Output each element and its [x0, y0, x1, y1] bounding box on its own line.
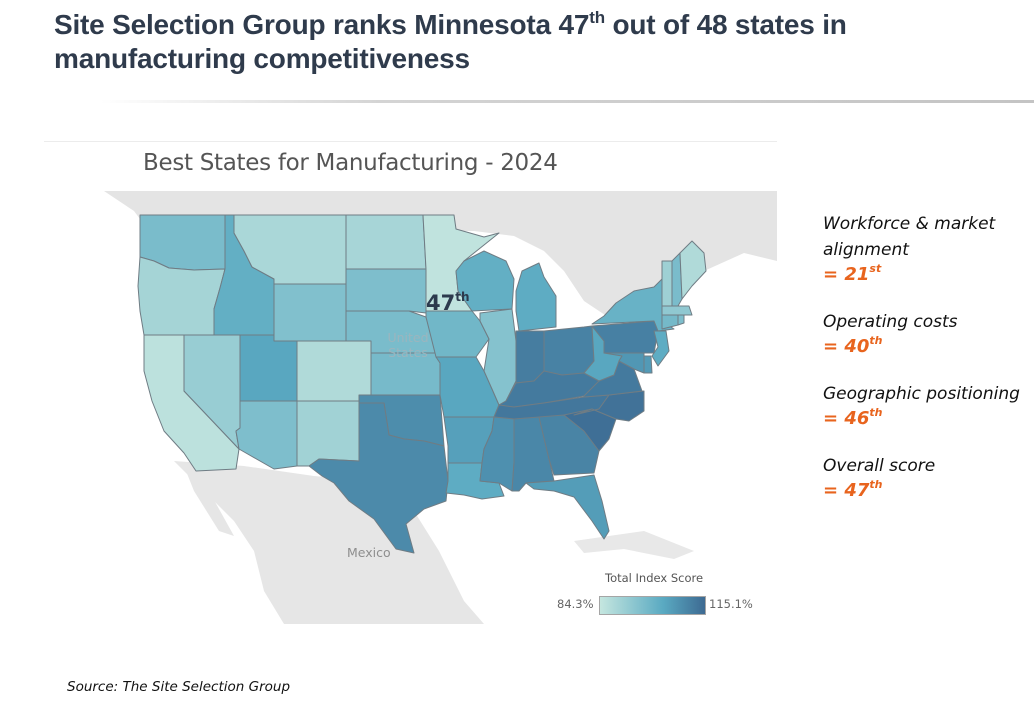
state-ri[interactable] — [677, 314, 685, 326]
minnesota-rank-label: 47th — [426, 290, 470, 315]
metric-label: Overall score — [823, 456, 936, 476]
map-panel: Best States for Manufacturing - 2024 Uni… — [44, 141, 777, 624]
state-nc[interactable] — [573, 390, 645, 422]
state-nd[interactable] — [345, 214, 427, 270]
metric-label: Operating costs — [823, 312, 958, 332]
map-label-mexico: Mexico — [347, 545, 391, 560]
state-md[interactable] — [603, 352, 645, 374]
title-superscript: th — [589, 8, 605, 27]
state-vt[interactable] — [661, 260, 673, 307]
legend-min-label: 84.3% — [557, 597, 594, 611]
state-mi[interactable] — [515, 262, 557, 332]
cuba-land — [574, 531, 694, 559]
legend-title: Total Index Score — [605, 571, 704, 585]
title-text-continued: out of 48 states in manufacturing compet… — [54, 9, 847, 74]
source-note: Source: The Site Selection Group — [67, 679, 291, 695]
metric-overall: Overall score = 47th — [823, 453, 1028, 503]
state-fl[interactable] — [525, 474, 610, 540]
metric-label: Workforce & market alignment — [823, 214, 996, 260]
state-co[interactable] — [296, 340, 372, 402]
state-ct[interactable] — [661, 314, 679, 330]
map-svg — [104, 191, 777, 624]
mexico-land — [174, 461, 484, 624]
title-text: Site Selection Group ranks Minnesota 47 — [54, 9, 590, 40]
map-title: Best States for Manufacturing - 2024 — [143, 150, 558, 176]
state-ut[interactable] — [239, 334, 298, 402]
state-tx[interactable] — [308, 402, 449, 554]
choropleth-map[interactable]: United States Mexico 47th Total Index Sco… — [44, 191, 777, 624]
state-oh[interactable] — [543, 325, 595, 376]
metric-rank: = 40th — [823, 334, 883, 357]
state-wy[interactable] — [273, 283, 347, 342]
state-wi[interactable] — [455, 250, 515, 312]
metric-workforce: Workforce & market alignment = 21st — [823, 211, 1028, 287]
metric-geographic: Geographic positioning = 46th — [823, 381, 1028, 431]
metric-rank: = 46th — [823, 406, 883, 429]
state-sd[interactable] — [345, 268, 427, 314]
baja-land — [184, 466, 234, 536]
state-ia[interactable] — [425, 310, 490, 358]
metrics-panel: Workforce & market alignment = 21st Oper… — [823, 211, 1028, 525]
metric-operating-costs: Operating costs = 40th — [823, 309, 1028, 359]
legend-color-ramp — [599, 596, 706, 615]
legend-max-label: 115.1% — [709, 597, 753, 611]
state-nj[interactable] — [651, 330, 670, 367]
metric-rank: = 47th — [823, 478, 883, 501]
state-ma[interactable] — [661, 305, 693, 316]
state-nh[interactable] — [671, 252, 683, 307]
metric-label: Geographic positioning — [823, 384, 1020, 404]
map-label-united-states: United States — [387, 330, 429, 360]
state-de[interactable] — [643, 355, 653, 374]
state-layer — [137, 214, 707, 554]
state-me[interactable] — [679, 240, 707, 300]
map-header: Best States for Manufacturing - 2024 — [44, 141, 777, 192]
slide-title: Site Selection Group ranks Minnesota 47t… — [54, 8, 1014, 76]
title-divider — [100, 100, 1034, 103]
metric-rank: = 21st — [823, 262, 882, 285]
state-az[interactable] — [235, 400, 298, 470]
